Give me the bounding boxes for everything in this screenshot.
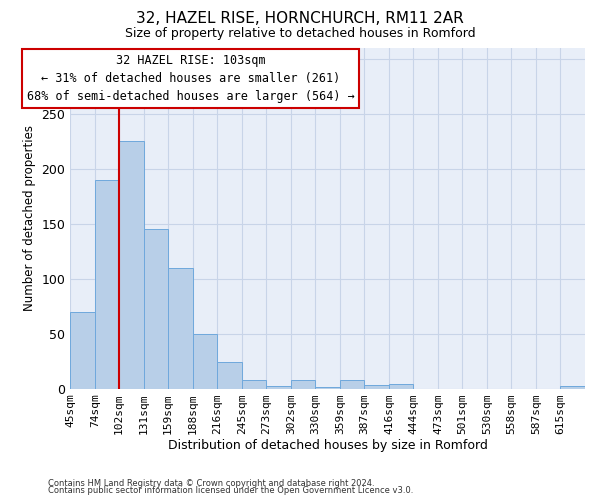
Bar xyxy=(389,384,413,388)
Bar xyxy=(144,229,168,388)
Bar xyxy=(242,380,266,388)
Bar xyxy=(119,141,144,388)
Bar xyxy=(168,268,193,388)
Y-axis label: Number of detached properties: Number of detached properties xyxy=(23,125,36,311)
Bar xyxy=(70,312,95,388)
Bar xyxy=(193,334,217,388)
Text: 32, HAZEL RISE, HORNCHURCH, RM11 2AR: 32, HAZEL RISE, HORNCHURCH, RM11 2AR xyxy=(136,11,464,26)
Bar xyxy=(217,362,242,388)
Text: Contains public sector information licensed under the Open Government Licence v3: Contains public sector information licen… xyxy=(48,486,413,495)
X-axis label: Distribution of detached houses by size in Romford: Distribution of detached houses by size … xyxy=(167,440,488,452)
Bar xyxy=(291,380,315,388)
Text: 32 HAZEL RISE: 103sqm
← 31% of detached houses are smaller (261)
68% of semi-det: 32 HAZEL RISE: 103sqm ← 31% of detached … xyxy=(26,54,355,103)
Text: Contains HM Land Registry data © Crown copyright and database right 2024.: Contains HM Land Registry data © Crown c… xyxy=(48,478,374,488)
Bar xyxy=(560,386,585,388)
Bar xyxy=(266,386,291,388)
Bar xyxy=(340,380,364,388)
Bar xyxy=(95,180,119,388)
Bar xyxy=(364,386,389,388)
Text: Size of property relative to detached houses in Romford: Size of property relative to detached ho… xyxy=(125,28,475,40)
